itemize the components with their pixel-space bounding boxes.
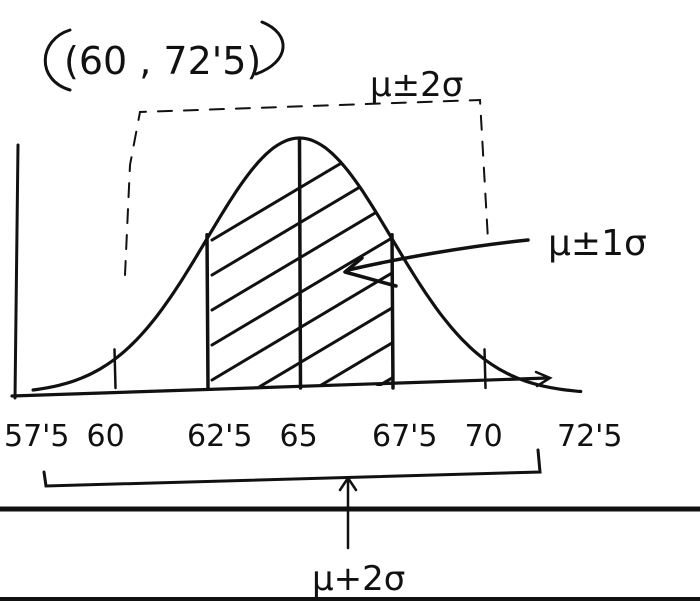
- mu-2sigma-dashed-box: [124, 98, 489, 276]
- tick-label: 57'5: [4, 419, 70, 454]
- hatch-line: [210, 338, 392, 386]
- sigma-line: [205, 232, 210, 390]
- sigma-line: [113, 348, 117, 390]
- interval-annotation: (60 , 72'5): [64, 39, 261, 83]
- mu-2sigma-top-label: μ±2σ: [370, 65, 463, 105]
- sigma-lines: [113, 138, 487, 390]
- tick-label: 67'5: [372, 419, 438, 454]
- hatch-line: [210, 268, 392, 382]
- brace-arrow: [338, 475, 358, 550]
- mu-1sigma-arrow: [343, 238, 530, 288]
- hatch-line: [210, 163, 392, 277]
- shaded-region-hatching: [210, 138, 392, 386]
- hatch-line: [210, 303, 392, 386]
- x-axis-arrow: [534, 370, 553, 388]
- tick-label: 62'5: [187, 419, 253, 454]
- sigma-line: [390, 232, 395, 390]
- axis-tick-labels: 57'5 60 62'5 65 67'5 70 72'5: [4, 419, 623, 454]
- sigma-line: [483, 348, 487, 390]
- interval-bracket-right: [254, 20, 285, 76]
- mu-2sigma-bottom-label: μ+2σ: [312, 559, 405, 599]
- tick-label: 70: [465, 419, 503, 454]
- mu-1sigma-label: μ±1σ: [548, 223, 647, 264]
- interval-bracket-left: [43, 28, 72, 92]
- hatch-line: [210, 198, 392, 312]
- x-axis: [10, 376, 550, 398]
- tick-label: 60: [87, 419, 125, 454]
- tick-label: 65: [280, 419, 318, 454]
- tick-label: 72'5: [557, 419, 623, 454]
- hatch-line: [210, 233, 392, 347]
- y-axis: [13, 143, 20, 400]
- bottom-brace: [42, 448, 542, 488]
- normal-curve: [31, 136, 583, 394]
- sigma-line: [297, 138, 303, 390]
